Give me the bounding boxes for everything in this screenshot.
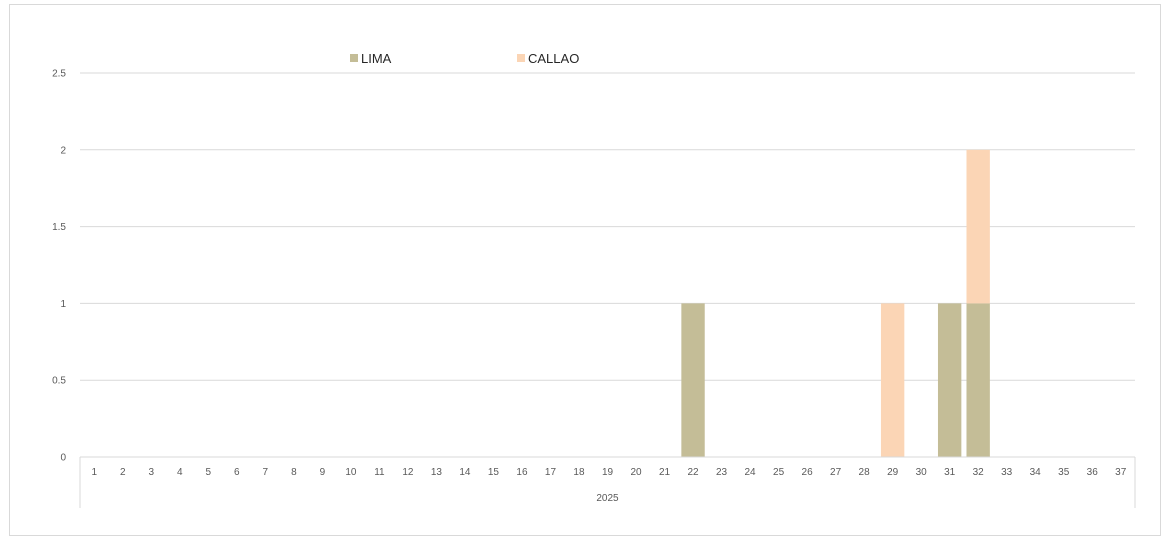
x-tick-label: 27 xyxy=(830,467,842,478)
x-tick-label: 34 xyxy=(1030,467,1042,478)
x-tick-label: 35 xyxy=(1058,467,1070,478)
x-tick-label: 8 xyxy=(291,467,297,478)
bars xyxy=(681,149,990,457)
x-tick-label: 36 xyxy=(1087,467,1099,478)
y-axis-ticks: 0 0.5 1 1.5 2 2.5 xyxy=(52,69,66,464)
y-tick-label: 0 xyxy=(60,453,66,464)
x-tick-label: 7 xyxy=(263,467,269,478)
x-tick-label: 17 xyxy=(545,467,557,478)
legend-swatch-callao xyxy=(517,54,525,62)
legend-label-lima: LIMA xyxy=(361,51,392,66)
bar-chart: 00.511.522.5 1 2 3 4 5 6 7 8 9 10 11 12 13 14 15 16 17 18… xyxy=(52,51,1136,508)
x-tick-label: 18 xyxy=(573,467,585,478)
y-tick-label: 1 xyxy=(60,299,66,310)
bar-callao-29 xyxy=(880,303,905,457)
x-tick-label: 29 xyxy=(887,467,899,478)
x-tick-label: 23 xyxy=(716,467,728,478)
legend: LIMA CALLAO xyxy=(350,51,579,66)
x-tick-label: 19 xyxy=(602,467,614,478)
x-tick-label: 4 xyxy=(177,467,183,478)
y-tick-label: 0.5 xyxy=(52,376,66,387)
y-tick-label: 2 xyxy=(60,145,66,156)
y-tick-label: 2.5 xyxy=(52,69,66,80)
x-tick-label: 14 xyxy=(459,467,471,478)
x-tick-label: 11 xyxy=(374,467,385,478)
x-tick-label: 31 xyxy=(944,467,956,478)
x-tick-label: 33 xyxy=(1001,467,1013,478)
x-tick-label: 3 xyxy=(149,467,155,478)
x-tick-label: 1 xyxy=(91,467,97,478)
legend-swatch-lima xyxy=(350,54,358,62)
x-tick-label: 30 xyxy=(916,467,928,478)
x-tick-label: 13 xyxy=(431,467,443,478)
x-tick-label: 26 xyxy=(802,467,814,478)
x-tick-label: 12 xyxy=(402,467,414,478)
x-tick-label: 37 xyxy=(1115,467,1127,478)
x-tick-label: 2 xyxy=(120,467,126,478)
x-tick-label: 22 xyxy=(687,467,699,478)
x-tick-label: 32 xyxy=(973,467,985,478)
x-tick-label: 25 xyxy=(773,467,785,478)
x-tick-label: 9 xyxy=(320,467,326,478)
x-tick-label: 5 xyxy=(206,467,212,478)
x-tick-label: 10 xyxy=(345,467,357,478)
x-tick-label: 24 xyxy=(745,467,757,478)
bar-lima-31 xyxy=(937,303,962,457)
bar-callao-32 xyxy=(966,149,990,304)
x-group-label: 2025 xyxy=(596,493,619,504)
x-tick-label: 28 xyxy=(859,467,871,478)
x-tick-label: 21 xyxy=(659,467,671,478)
chart-frame: 0 0.5 1 1.5 2 2.5 1 2 3 4 5 6 7 8 9 10 11 12 13 14 15 16 17 18… xyxy=(9,4,1161,536)
x-tick-label: 16 xyxy=(516,467,528,478)
x-axis: 1 2 3 4 5 6 7 8 9 10 11 12 13 14 15 16 17 18 19 20 21 22 23 24 2… xyxy=(79,456,1136,508)
bar-lima-22 xyxy=(681,303,705,457)
bar-lima-32 xyxy=(966,303,990,457)
x-tick-label: 15 xyxy=(488,467,500,478)
y-tick-label: 1.5 xyxy=(52,222,66,233)
x-tick-label: 6 xyxy=(234,467,240,478)
x-tick-label: 20 xyxy=(630,467,642,478)
legend-label-callao: CALLAO xyxy=(528,51,579,66)
